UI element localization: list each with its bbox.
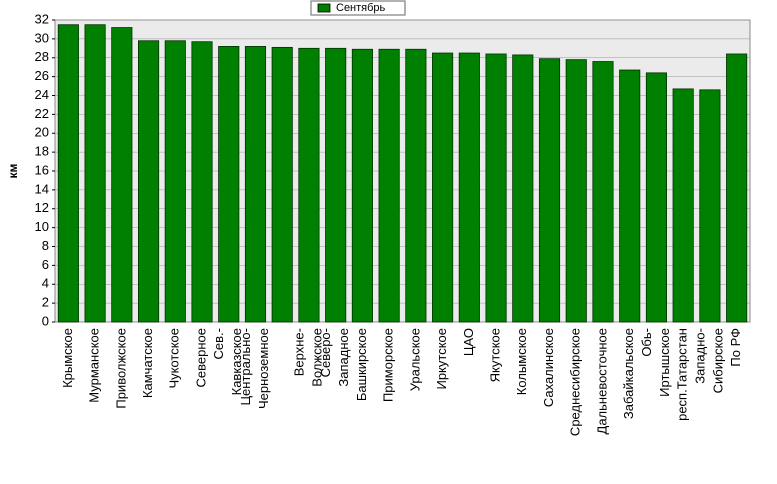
- y-tick-label: 0: [42, 313, 49, 328]
- x-tick-label: Обь-: [639, 328, 654, 357]
- bar: [164, 40, 186, 323]
- bar: [271, 46, 293, 323]
- x-tick-label: Сибирское: [710, 328, 725, 393]
- y-axis-label: км: [6, 163, 20, 178]
- x-tick-label: Колымское: [514, 328, 529, 395]
- bar: [726, 53, 748, 323]
- x-tick-label: Иркутское: [434, 328, 449, 390]
- y-tick-label: 28: [35, 49, 49, 64]
- x-tick-label: Западно-: [692, 328, 707, 384]
- bar: [57, 24, 79, 323]
- bar: [645, 72, 667, 323]
- x-tick-label: Волжское: [309, 328, 324, 387]
- bar: [378, 48, 400, 323]
- legend-swatch: [317, 3, 331, 13]
- x-tick-label: Приволжское: [113, 328, 128, 409]
- x-tick-label: Камчатское: [140, 328, 155, 398]
- bar: [458, 52, 480, 323]
- bar: [432, 52, 454, 323]
- x-tick-label: Башкирское: [354, 328, 369, 401]
- legend-label: Сентябрь: [336, 2, 386, 14]
- y-tick-label: 22: [35, 106, 49, 121]
- bar: [619, 69, 641, 323]
- bar: [592, 61, 614, 323]
- bar: [244, 46, 267, 323]
- y-tick-label: 26: [35, 68, 49, 83]
- bar: [137, 40, 160, 323]
- x-tick-label: респ.Татарстан: [675, 328, 690, 421]
- bar: [191, 41, 213, 323]
- y-tick-label: 12: [35, 200, 49, 215]
- x-tick-label: Кавказское: [229, 328, 244, 395]
- x-tick-label: Якутское: [487, 328, 502, 382]
- y-tick-label: 20: [35, 125, 49, 140]
- x-tick-label: Сахалинское: [541, 328, 556, 407]
- y-tick-label: 32: [35, 11, 49, 26]
- bar: [565, 59, 587, 323]
- x-tick-label: Центрально-: [238, 328, 253, 406]
- x-tick-label: Северо-: [318, 328, 333, 377]
- x-tick-label: Иртышское: [657, 328, 672, 397]
- x-tick-label: Среднесибирское: [568, 328, 583, 436]
- x-tick-label: Западное: [336, 328, 351, 387]
- bar: [218, 46, 240, 323]
- bar: [512, 54, 534, 323]
- x-tick-label: Черноземное: [256, 328, 271, 409]
- x-tick-label: Чукотское: [167, 328, 182, 389]
- bar: [485, 53, 507, 323]
- y-tick-label: 16: [35, 162, 49, 177]
- bar: [672, 88, 694, 323]
- x-tick-label: Забайкальское: [621, 328, 636, 419]
- y-tick-label: 4: [42, 276, 49, 291]
- y-tick-label: 18: [35, 144, 49, 159]
- y-tick-label: 8: [42, 238, 49, 253]
- bar: [325, 47, 347, 323]
- bar: [351, 48, 373, 323]
- bar: [298, 47, 320, 323]
- bar: [538, 58, 561, 323]
- x-tick-label: Сев.-: [211, 328, 226, 359]
- x-tick-label: Уральское: [407, 328, 422, 391]
- bar: [84, 24, 106, 323]
- bar: [405, 48, 427, 323]
- bar: [699, 89, 721, 323]
- x-tick-label: ЦАО: [461, 328, 476, 356]
- y-tick-label: 24: [35, 87, 49, 102]
- x-tick-label: Приморское: [381, 328, 396, 402]
- y-tick-label: 14: [35, 181, 49, 196]
- x-tick-label: Северное: [193, 328, 208, 387]
- x-tick-label: Дальневосточное: [594, 328, 609, 434]
- x-tick-label: Мурманское: [87, 328, 102, 403]
- x-tick-label: Крымское: [60, 328, 75, 388]
- y-tick-label: 6: [42, 257, 49, 272]
- y-tick-label: 30: [35, 30, 49, 45]
- x-tick-label: Верхне-: [291, 328, 306, 376]
- legend: [310, 0, 406, 16]
- y-tick-label: 10: [35, 219, 49, 234]
- y-tick-label: 2: [42, 295, 49, 310]
- x-tick-label: По РФ: [728, 328, 743, 367]
- bar: [111, 27, 133, 323]
